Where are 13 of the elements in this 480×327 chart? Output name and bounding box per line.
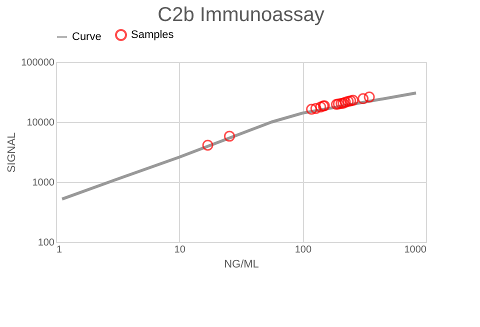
y-tick-label: 100 (38, 238, 55, 248)
legend-label: Samples (131, 29, 174, 41)
legend-label: Curve (72, 31, 102, 43)
x-tick-label: 100 (294, 244, 312, 256)
y-tick-label: 10000 (26, 118, 55, 128)
y-tick-label: 100000 (21, 58, 55, 68)
y-axis-title: SIGNAL (6, 132, 18, 173)
x-tick-label: 10 (174, 244, 186, 256)
x-tick-label: 1000 (404, 244, 427, 256)
y-tick-label: 1000 (32, 178, 55, 188)
x-axis-title: NG/ML (224, 258, 259, 270)
chart-title: C2b Immunoassay (158, 4, 324, 26)
x-tick-label: 1 (56, 244, 62, 256)
